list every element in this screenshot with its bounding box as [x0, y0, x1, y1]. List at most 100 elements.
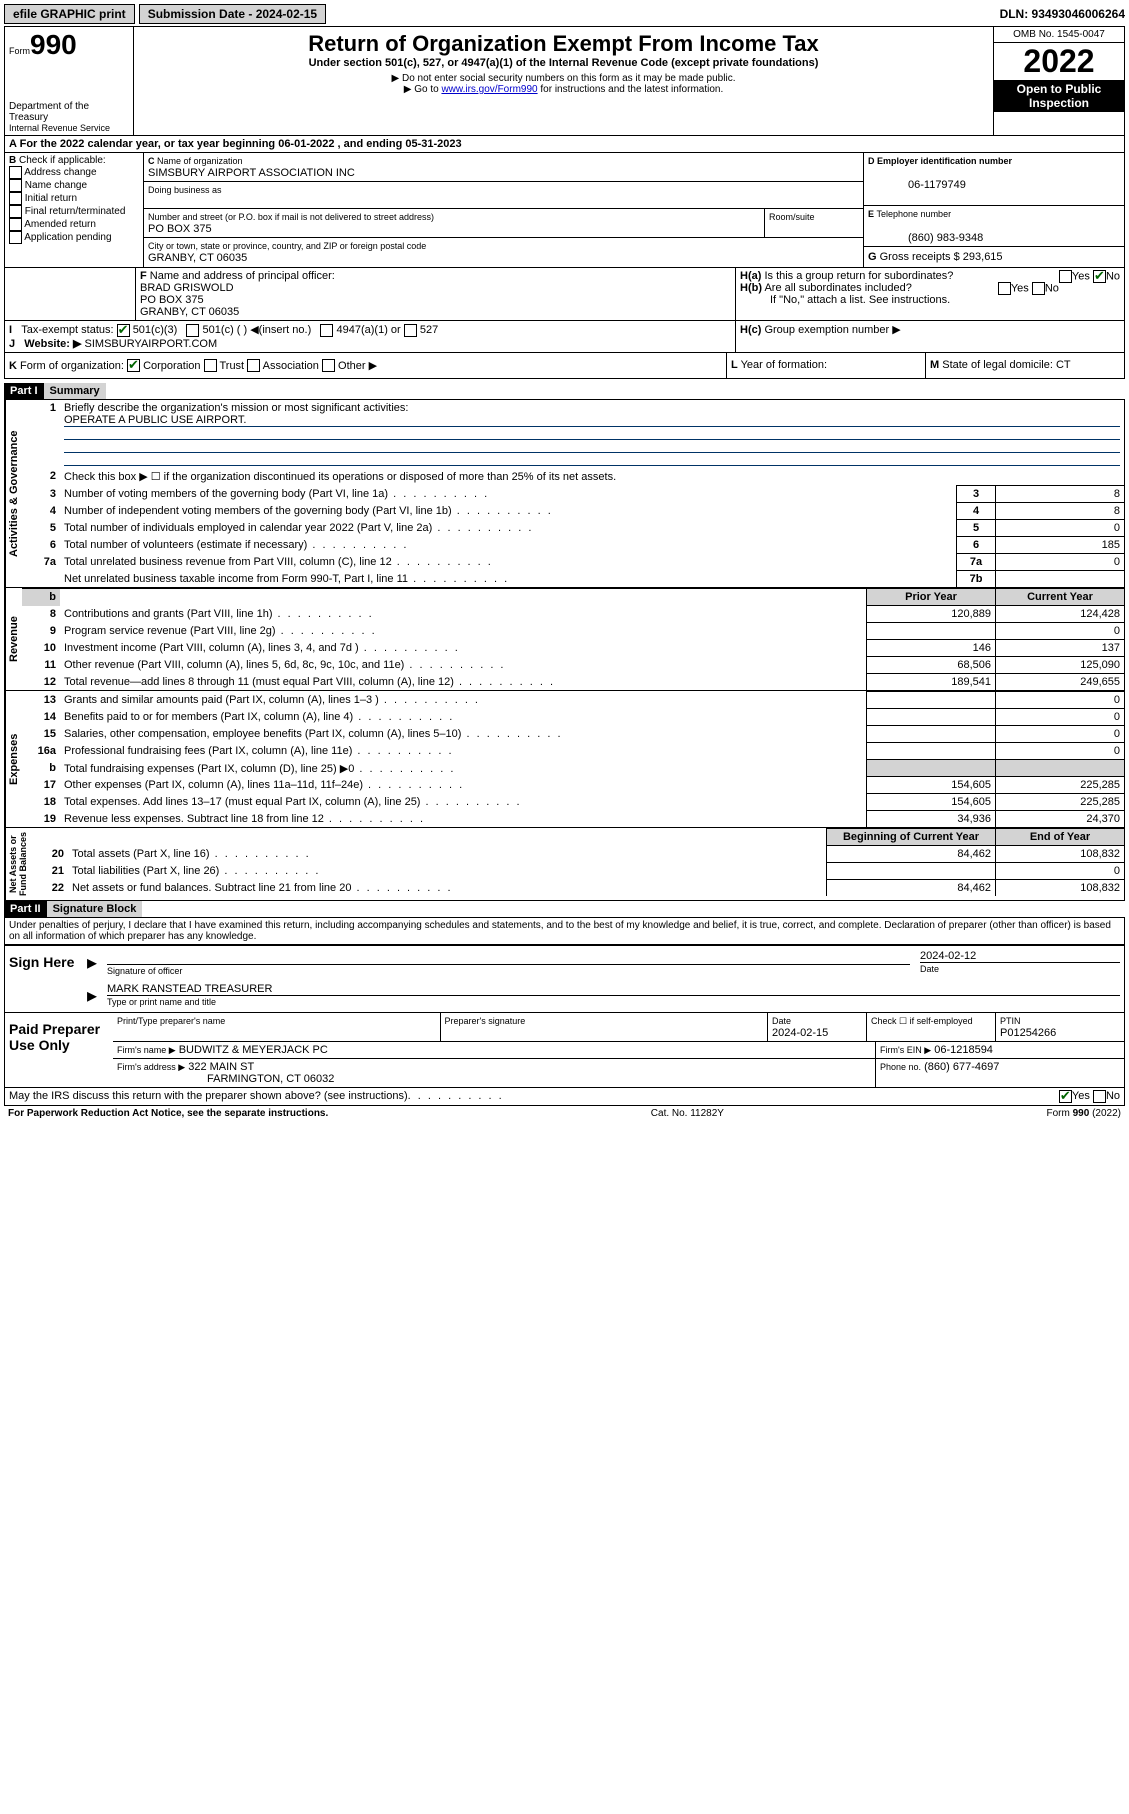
section-k: K Form of organization: Corporation Trus… — [5, 353, 727, 379]
line-7a-value: 0 — [996, 554, 1125, 571]
final-return-checkbox[interactable] — [9, 205, 22, 218]
section-h: H(a) Is this a group return for subordin… — [736, 268, 1124, 320]
submission-date: Submission Date - 2024-02-15 — [139, 4, 326, 24]
line-20-prior: 84,462 — [827, 846, 996, 863]
line-19-prior: 34,936 — [867, 811, 996, 828]
tax-year: 2022 — [994, 43, 1124, 80]
line-10-prior: 146 — [867, 640, 996, 657]
section-c: C Name of organization SIMSBURY AIRPORT … — [144, 153, 863, 267]
line-22-prior: 84,462 — [827, 880, 996, 897]
line-14-prior — [867, 709, 996, 726]
header-center: Return of Organization Exempt From Incom… — [134, 27, 993, 135]
ptin: P01254266 — [1000, 1027, 1056, 1039]
firm-ein: 06-1218594 — [934, 1044, 993, 1056]
paid-preparer-block: Paid Preparer Use Only Print/Type prepar… — [4, 1013, 1125, 1088]
declaration: Under penalties of perjury, I declare th… — [4, 917, 1125, 945]
instructions-link[interactable]: www.irs.gov/Form990 — [441, 84, 537, 95]
initial-return-checkbox[interactable] — [9, 192, 22, 205]
line-15-prior — [867, 726, 996, 743]
corp-checkbox[interactable] — [127, 359, 140, 372]
part1-header: Part I — [4, 383, 44, 399]
sign-here-block: Sign Here ▸ Signature of officer 2024-02… — [4, 945, 1125, 1013]
irs-label: Internal Revenue Service — [9, 123, 129, 133]
activities-governance-label: Activities & Governance — [5, 400, 22, 587]
line-7b-value — [996, 571, 1125, 588]
net-assets-label: Net Assets orFund Balances — [5, 828, 30, 900]
line-18-prior: 154,605 — [867, 794, 996, 811]
ein: 06-1179749 — [868, 179, 966, 191]
header-right: OMB No. 1545-0047 2022 Open to Public In… — [993, 27, 1124, 135]
line-12-current: 249,655 — [996, 674, 1125, 691]
expenses-label: Expenses — [5, 691, 22, 827]
line-16a-prior — [867, 743, 996, 760]
line-a: A For the 2022 calendar year, or tax yea… — [4, 136, 1125, 153]
line-4-value: 8 — [996, 503, 1125, 520]
mission: OPERATE A PUBLIC USE AIRPORT. — [64, 414, 1120, 427]
line-19-current: 24,370 — [996, 811, 1125, 828]
line-9-current: 0 — [996, 623, 1125, 640]
officer-printed: MARK RANSTEAD TREASURER — [107, 983, 1120, 996]
line-18-current: 225,285 — [996, 794, 1125, 811]
line-13-current: 0 — [996, 692, 1125, 709]
prep-phone: (860) 677-4697 — [924, 1061, 999, 1073]
line-20-current: 108,832 — [996, 846, 1125, 863]
revenue-label: Revenue — [5, 588, 22, 690]
line-5-value: 0 — [996, 520, 1125, 537]
hb-yes[interactable] — [998, 282, 1011, 295]
phone: (860) 983-9348 — [868, 232, 983, 244]
line-6-value: 185 — [996, 537, 1125, 554]
org-city: GRANBY, CT 06035 — [148, 252, 247, 264]
ha-no[interactable] — [1093, 270, 1106, 283]
domicile: CT — [1056, 359, 1071, 371]
header-left: Form990 Department of the Treasury Inter… — [5, 27, 134, 135]
top-bar: efile GRAPHIC print Submission Date - 20… — [4, 4, 1125, 24]
section-deg: D Employer identification number 06-1179… — [863, 153, 1124, 267]
form-number: 990 — [30, 29, 77, 60]
officer-name: BRAD GRISWOLD — [140, 282, 234, 294]
app-pending-checkbox[interactable] — [9, 231, 22, 244]
form-subtitle: Under section 501(c), 527, or 4947(a)(1)… — [138, 57, 989, 69]
dept-label: Department of the Treasury — [9, 101, 129, 123]
ha-yes[interactable] — [1059, 270, 1072, 283]
501c3-checkbox[interactable] — [117, 324, 130, 337]
line-12-prior: 189,541 — [867, 674, 996, 691]
section-b: B Check if applicable: Address change Na… — [5, 153, 144, 267]
amended-checkbox[interactable] — [9, 218, 22, 231]
discuss-no[interactable] — [1093, 1090, 1106, 1103]
line-8-prior: 120,889 — [867, 606, 996, 623]
hb-no[interactable] — [1032, 282, 1045, 295]
line-17-prior: 154,605 — [867, 777, 996, 794]
open-inspection: Open to Public Inspection — [994, 80, 1124, 112]
line-3-value: 8 — [996, 486, 1125, 503]
efile-btn[interactable]: efile GRAPHIC print — [4, 4, 135, 24]
dln: DLN: 93493046006264 — [1000, 7, 1125, 21]
firm-name: BUDWITZ & MEYERJACK PC — [179, 1044, 328, 1056]
omb: OMB No. 1545-0047 — [994, 27, 1124, 43]
form-header: Form990 Department of the Treasury Inter… — [4, 26, 1125, 136]
discuss-yes[interactable] — [1059, 1090, 1072, 1103]
org-address: PO BOX 375 — [148, 223, 212, 235]
line-22-current: 108,832 — [996, 880, 1125, 897]
sig-date: 2024-02-12 — [920, 950, 1120, 963]
name-change-checkbox[interactable] — [9, 179, 22, 192]
line-21-prior — [827, 863, 996, 880]
line-8-current: 124,428 — [996, 606, 1125, 623]
warn1: ▶ Do not enter social security numbers o… — [138, 73, 989, 84]
gross-receipts: 293,615 — [963, 251, 1003, 263]
line-13-prior — [867, 692, 996, 709]
line-11-current: 125,090 — [996, 657, 1125, 674]
line-21-current: 0 — [996, 863, 1125, 880]
footer: For Paperwork Reduction Act Notice, see … — [4, 1106, 1125, 1121]
addr-change-checkbox[interactable] — [9, 166, 22, 179]
line-9-prior — [867, 623, 996, 640]
website: SIMSBURYAIRPORT.COM — [85, 338, 218, 350]
org-name: SIMSBURY AIRPORT ASSOCIATION INC — [148, 167, 355, 179]
line-10-current: 137 — [996, 640, 1125, 657]
line-16a-current: 0 — [996, 743, 1125, 760]
part2-header: Part II — [4, 901, 47, 917]
line-17-current: 225,285 — [996, 777, 1125, 794]
section-f: F Name and address of principal officer:… — [136, 268, 736, 320]
line-11-prior: 68,506 — [867, 657, 996, 674]
line-14-current: 0 — [996, 709, 1125, 726]
form-title: Return of Organization Exempt From Incom… — [138, 31, 989, 57]
